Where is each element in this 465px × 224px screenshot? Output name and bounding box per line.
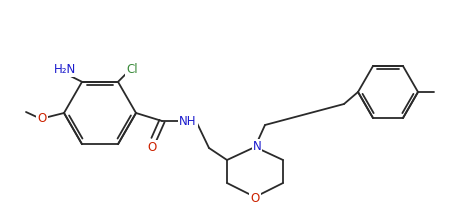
Text: O: O [250,192,259,205]
Text: O: O [147,140,157,153]
Text: Cl: Cl [126,63,138,76]
Text: N: N [252,140,261,153]
Text: H₂N: H₂N [54,63,76,76]
Text: O: O [37,112,47,125]
Text: NH: NH [179,114,197,127]
